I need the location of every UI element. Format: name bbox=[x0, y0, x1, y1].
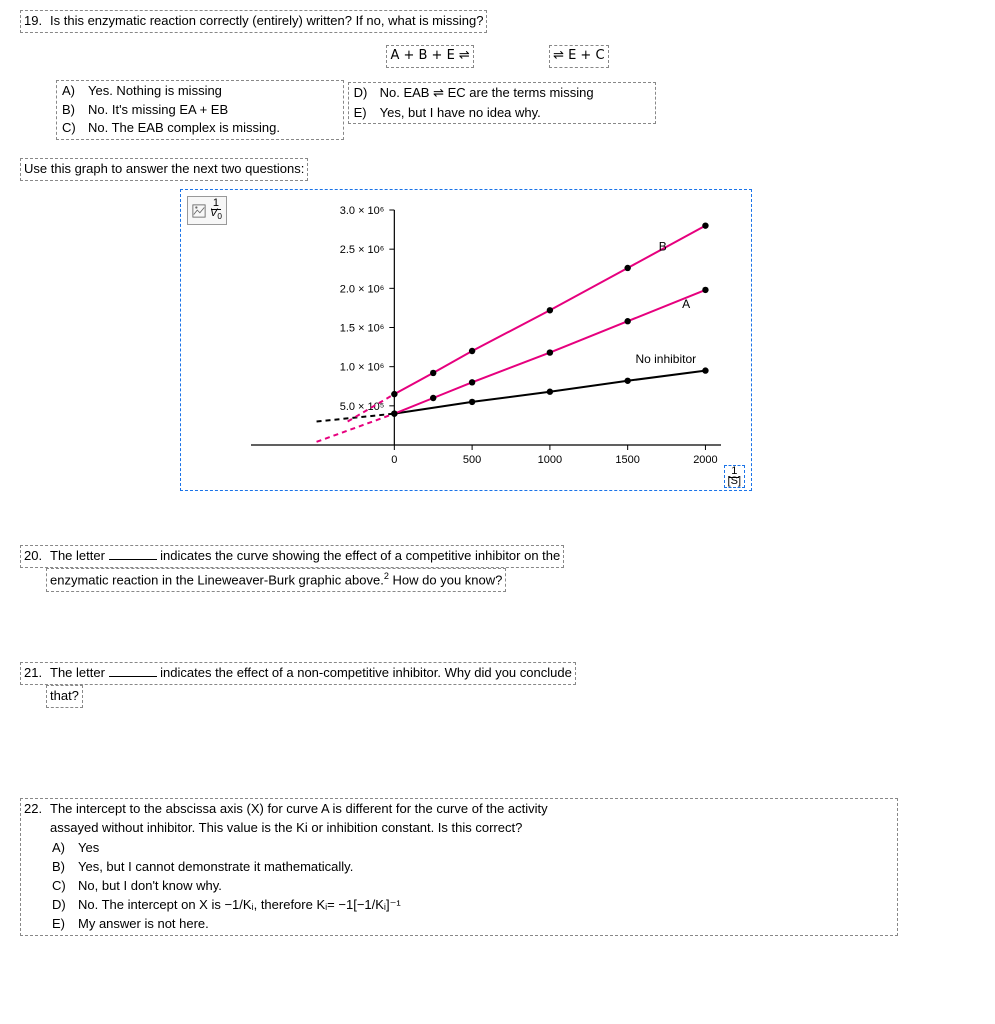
image-placeholder-icon bbox=[192, 204, 206, 218]
q20-number: 20. bbox=[24, 547, 50, 566]
question-22: 22. The intercept to the abscissa axis (… bbox=[20, 798, 975, 936]
blank-fill[interactable] bbox=[109, 547, 157, 560]
eq-left: A + B + E ⇌ bbox=[386, 45, 473, 68]
q19-equation: A + B + E ⇌ ⇌ E + C bbox=[20, 45, 975, 68]
question-21: 21. The letter indicates the effect of a… bbox=[20, 662, 975, 708]
q22-choice-a[interactable]: A)Yes bbox=[50, 839, 403, 858]
question-20: 20. The letter indicates the curve showi… bbox=[20, 545, 975, 592]
svg-text:1500: 1500 bbox=[615, 454, 639, 466]
svg-text:B: B bbox=[659, 240, 667, 254]
chart-svg: 0 500 1000 1500 2000 5.0 × 10⁵ 1.0 × 10⁶ 1.5 × … bbox=[181, 190, 751, 490]
svg-text:2.5 × 10⁶: 2.5 × 10⁶ bbox=[340, 244, 385, 256]
graph-instruction: Use this graph to answer the next two qu… bbox=[20, 158, 975, 181]
q19-choice-d[interactable]: D) No. EAB ⇌ EC are the terms missing bbox=[352, 84, 596, 104]
q19-prompt-box: 19. Is this enzymatic reaction correctly… bbox=[20, 10, 487, 33]
q21-number: 21. bbox=[24, 664, 50, 683]
svg-text:2000: 2000 bbox=[693, 454, 717, 466]
q19-choice-b[interactable]: B) No. It's missing EA + EB bbox=[60, 101, 282, 120]
q22-choice-c[interactable]: C)No, but I don't know why. bbox=[50, 877, 403, 896]
blank-fill[interactable] bbox=[109, 664, 157, 677]
q19-choice-a[interactable]: A) Yes. Nothing is missing bbox=[60, 82, 282, 101]
lineweaver-burk-chart: 1 V0 0 500 1000 1500 2000 5.0 × 10⁵ 1.0 × 10⁶ 1… bbox=[180, 189, 752, 491]
q19-number: 19. bbox=[24, 12, 50, 31]
y-axis-label: 1 V0 bbox=[187, 196, 227, 225]
svg-text:2.0 × 10⁶: 2.0 × 10⁶ bbox=[340, 283, 385, 295]
svg-text:3.0 × 10⁶: 3.0 × 10⁶ bbox=[340, 205, 385, 217]
svg-text:No inhibitor: No inhibitor bbox=[635, 352, 696, 366]
svg-text:500: 500 bbox=[463, 454, 481, 466]
svg-text:5.0 × 10⁵: 5.0 × 10⁵ bbox=[340, 401, 385, 413]
q19-choice-c[interactable]: C) No. The EAB complex is missing. bbox=[60, 119, 282, 138]
q19-text: Is this enzymatic reaction correctly (en… bbox=[50, 12, 483, 31]
q19-answers: A) Yes. Nothing is missing B) No. It's m… bbox=[56, 80, 975, 141]
svg-text:A: A bbox=[682, 297, 690, 311]
svg-text:0: 0 bbox=[391, 454, 397, 466]
q22-choice-b[interactable]: B)Yes, but I cannot demonstrate it mathe… bbox=[50, 858, 403, 877]
q22-choice-d[interactable]: D)No. The intercept on X is −1/Kᵢ, there… bbox=[50, 896, 403, 915]
q19-choice-e[interactable]: E) Yes, but I have no idea why. bbox=[352, 104, 596, 123]
y-axis-label-text: 1 V0 bbox=[210, 199, 222, 222]
svg-text:1000: 1000 bbox=[538, 454, 562, 466]
svg-text:1.5 × 10⁶: 1.5 × 10⁶ bbox=[340, 323, 385, 335]
question-19: 19. Is this enzymatic reaction correctly… bbox=[20, 10, 975, 140]
x-axis-label: 1[S] bbox=[724, 465, 745, 488]
eq-right: ⇌ E + C bbox=[549, 45, 608, 68]
svg-text:1.0 × 10⁶: 1.0 × 10⁶ bbox=[340, 362, 385, 374]
q22-number: 22. bbox=[24, 800, 50, 838]
q22-choice-e[interactable]: E)My answer is not here. bbox=[50, 915, 403, 934]
